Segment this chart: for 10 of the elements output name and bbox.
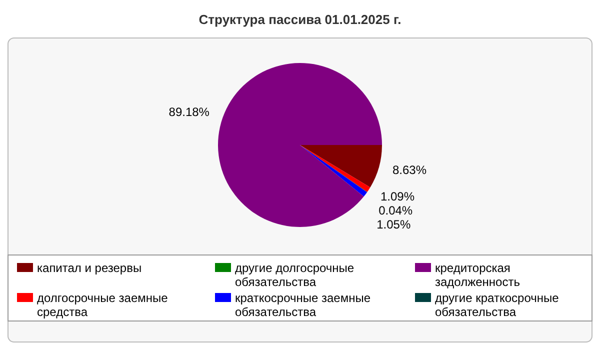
data-label: 0.04% [378, 204, 413, 218]
data-label: 89.18% [168, 105, 210, 120]
legend-label: капитал и резервы [37, 261, 142, 275]
legend-label: краткосрочные заемные обязательства [235, 291, 371, 319]
legend-label: другие краткосрочные обязательства [435, 291, 560, 319]
data-label: 1.05% [376, 218, 411, 232]
legend-label: долгосрочные заемные средства [37, 291, 168, 319]
chart-title: Структура пассива 01.01.2025 г. [198, 12, 402, 27]
data-label: 1.09% [380, 190, 415, 204]
data-label: 8.63% [392, 162, 427, 177]
